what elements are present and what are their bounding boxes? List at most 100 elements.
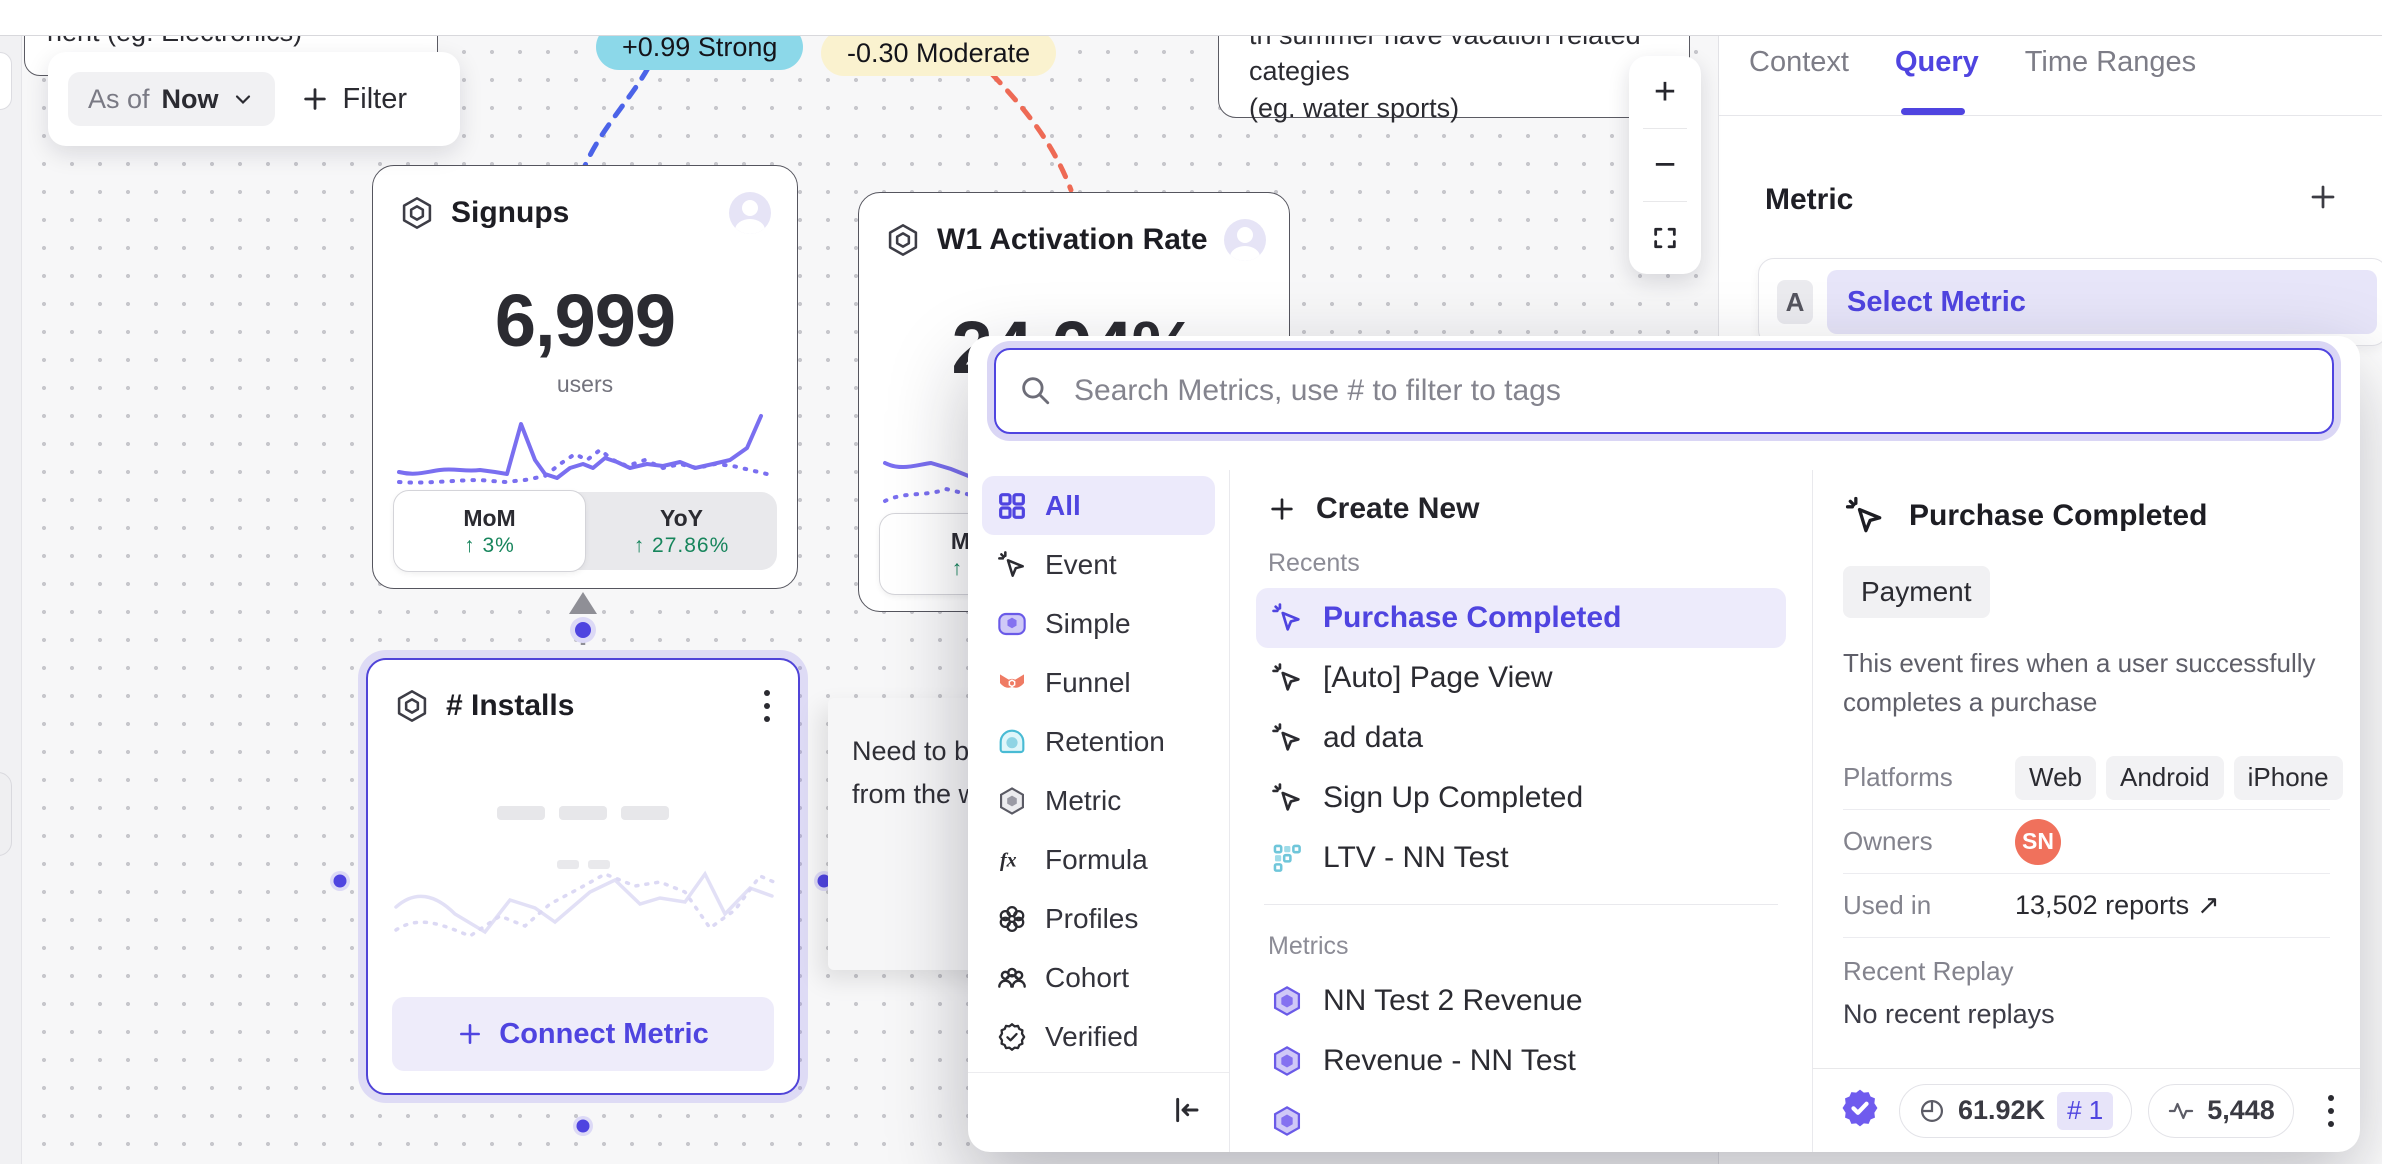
- metric-card-signups[interactable]: Signups 6,999 users MoM ↑ 3% YoY ↑ 27.86…: [372, 165, 798, 589]
- event-icon: [1270, 721, 1304, 755]
- verified-badge-icon: [1837, 1085, 1883, 1136]
- verified-icon: [996, 1021, 1028, 1053]
- recent-item-ad-data[interactable]: ad data: [1256, 708, 1786, 768]
- category-event[interactable]: Event: [982, 535, 1215, 594]
- comparison-toggle: MoM ↑ 3% YoY ↑ 27.86%: [393, 490, 777, 572]
- metric-hexagon-icon: [399, 195, 435, 231]
- placeholder-bars-small: [368, 860, 798, 869]
- category-formula[interactable]: fx Formula: [982, 830, 1215, 889]
- note-line: (eg. water sports): [1249, 92, 1460, 123]
- sparkline-chart: [397, 414, 769, 485]
- events-count-pill[interactable]: 61.92K # 1: [1899, 1083, 2133, 1138]
- placeholder-bars: [368, 806, 798, 820]
- category-funnel[interactable]: Funnel: [982, 653, 1215, 712]
- connect-metric-button[interactable]: Connect Metric: [392, 997, 774, 1071]
- metric-item-partial[interactable]: [1256, 1091, 1786, 1151]
- metric-item-nn-test-2-revenue[interactable]: NN Test 2 Revenue: [1256, 971, 1786, 1031]
- category-sidebar: All Event Simple Funnel: [968, 470, 1230, 1152]
- detail-menu-kebab-icon[interactable]: [2326, 1091, 2336, 1131]
- app-header-edge: [0, 0, 2382, 36]
- owner-avatar[interactable]: SN: [2015, 818, 2061, 865]
- category-simple[interactable]: Simple: [982, 594, 1215, 653]
- add-metric-button[interactable]: [2308, 182, 2338, 217]
- used-in-label: Used in: [1843, 890, 1932, 920]
- search-metrics-input[interactable]: [994, 348, 2334, 434]
- metric-hexagon-icon: [394, 688, 430, 724]
- left-rail-toggle[interactable]: [0, 52, 12, 110]
- category-retention[interactable]: Retention: [982, 712, 1215, 771]
- correlation-label-moderate[interactable]: -0.30 Moderate: [821, 30, 1057, 76]
- category-cohort[interactable]: Cohort: [982, 948, 1215, 1007]
- activity-pulse-icon: [2169, 1102, 2194, 1119]
- metric-icon: [996, 785, 1028, 817]
- panel-tabs: Context Query Time Ranges: [1719, 0, 2382, 116]
- board-toolbar: As of Now Filter: [48, 52, 460, 146]
- grid-icon: [996, 490, 1028, 522]
- tab-time-ranges[interactable]: Time Ranges: [2024, 46, 2197, 78]
- queries-count-pill[interactable]: 5,448: [2148, 1083, 2294, 1138]
- event-icon: [1270, 781, 1304, 815]
- metrics-heading: Metrics: [1268, 932, 1349, 960]
- list-divider: [1264, 904, 1778, 905]
- metric-card-installs[interactable]: # Installs Connect Metric: [366, 658, 800, 1095]
- event-icon: [1843, 494, 1887, 538]
- select-metric-button[interactable]: Select Metric: [1827, 270, 2377, 334]
- platform-chip-android: Android: [2106, 755, 2224, 800]
- search-field-wrap: [994, 348, 2334, 434]
- rank-badge: # 1: [2057, 1091, 2114, 1130]
- metric-detail-panel: Purchase Completed Payment This event fi…: [1812, 470, 2360, 1152]
- retention-icon: [996, 726, 1028, 758]
- category-all[interactable]: All: [982, 476, 1215, 535]
- zoom-out-button[interactable]: −: [1653, 143, 1677, 186]
- recent-item-purchase-completed[interactable]: Purchase Completed: [1256, 588, 1786, 648]
- event-icon: [1270, 601, 1304, 635]
- plus-icon: [460, 1024, 481, 1044]
- event-icon: [1270, 661, 1304, 695]
- recent-item-auto-page-view[interactable]: [Auto] Page View: [1256, 648, 1786, 708]
- recents-heading: Recents: [1268, 549, 1360, 577]
- platform-chip-iphone: iPhone: [2233, 755, 2343, 800]
- metric-item-revenue-nn-test[interactable]: Revenue - NN Test: [1256, 1031, 1786, 1091]
- simple-icon: [996, 608, 1028, 640]
- zoom-in-button[interactable]: +: [1653, 70, 1677, 113]
- tab-query[interactable]: Query: [1895, 46, 1979, 115]
- search-icon: [1018, 373, 1052, 412]
- category-verified[interactable]: Verified: [982, 1007, 1215, 1066]
- toggle-mom[interactable]: MoM ↑ 3%: [393, 490, 586, 572]
- toggle-yoy[interactable]: YoY ↑ 27.86%: [633, 504, 730, 557]
- left-rail-handle[interactable]: [0, 772, 12, 856]
- avatar: [1223, 219, 1266, 261]
- category-profiles[interactable]: Profiles: [982, 889, 1215, 948]
- used-in-reports-link[interactable]: 13,502 reports ↗: [2015, 890, 2220, 920]
- category-metric[interactable]: Metric: [982, 771, 1215, 830]
- card-title: Signups: [451, 196, 570, 229]
- metric-slot-letter: A: [1777, 280, 1813, 324]
- metric-hexagon-icon: [885, 222, 921, 258]
- placeholder-sparkline: [394, 870, 776, 938]
- pie-chart-icon: [1920, 1099, 1944, 1122]
- chevron-down-icon: [235, 95, 250, 105]
- card-menu-kebab-icon[interactable]: [762, 686, 772, 726]
- sparkline-chart: [883, 460, 1021, 503]
- left-rail: [0, 0, 22, 1164]
- create-new-button[interactable]: Create New: [1256, 480, 1786, 538]
- svg-text:fx: fx: [1000, 849, 1017, 871]
- add-filter-button[interactable]: Filter: [301, 83, 407, 116]
- tag-payment[interactable]: Payment: [1843, 566, 1990, 618]
- metric-unit: users: [556, 371, 614, 397]
- ltv-grid-icon: [1270, 841, 1304, 875]
- fit-to-screen-button[interactable]: [1629, 202, 1701, 274]
- collapse-sidebar-button[interactable]: [1171, 1094, 1203, 1131]
- platform-chip-web: Web: [2015, 755, 2096, 800]
- formula-icon: fx: [996, 844, 1028, 876]
- recent-replay-label: Recent Replay: [1843, 956, 2014, 986]
- recent-item-ltv-nn-test[interactable]: LTV - NN Test: [1256, 828, 1786, 888]
- recent-item-sign-up-completed[interactable]: Sign Up Completed: [1256, 768, 1786, 828]
- fullscreen-icon: [1654, 227, 1676, 249]
- event-icon: [996, 549, 1028, 581]
- as-of-dropdown[interactable]: As of Now: [68, 72, 275, 126]
- sidebar-footer: [968, 1072, 1229, 1152]
- tab-context[interactable]: Context: [1749, 46, 1849, 78]
- metric-hexagon-icon: [1270, 1044, 1304, 1078]
